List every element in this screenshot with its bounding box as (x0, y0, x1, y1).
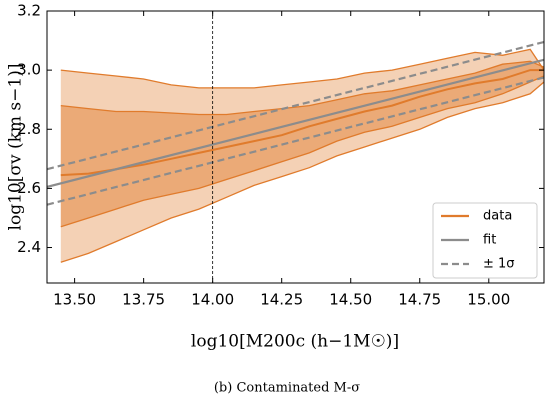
sigma-line (47, 76, 544, 206)
y-tick-label: 3.0 (17, 61, 41, 79)
band-edge (60, 60, 544, 116)
fit-line (47, 58, 544, 188)
x-tick-label: 13.50 (53, 291, 96, 309)
x-tick-label: 14.00 (191, 291, 234, 309)
legend-label: fit (483, 233, 496, 248)
y-tick-label: 3.2 (17, 2, 41, 20)
band-edge (60, 75, 544, 228)
x-tick-label: 14.50 (329, 291, 372, 309)
sigma-line (47, 40, 544, 171)
legend-label: data (483, 209, 512, 224)
x-axis-label: log10[M200c (h−1M☉)] (191, 332, 399, 352)
legend-label: ± 1σ (483, 257, 515, 272)
inner-band (60, 61, 544, 227)
band-edge (60, 48, 544, 89)
caption: (b) Contaminated M-σ (214, 381, 360, 396)
y-tick-label: 2.6 (17, 179, 41, 197)
legend-box (432, 202, 538, 279)
plot (47, 40, 544, 263)
outer-band (60, 49, 544, 263)
frame (46, 10, 545, 284)
median-line (60, 69, 544, 177)
y-tick-label: 2.4 (17, 238, 41, 256)
band-edge (60, 81, 544, 263)
x-tick-label: 15.00 (467, 291, 510, 309)
y-axis-label: log10[σv (km s−1)] (6, 64, 26, 231)
y-tick-label: 2.8 (17, 120, 41, 138)
x-tick-label: 14.25 (260, 291, 303, 309)
x-tick-label: 14.75 (398, 291, 441, 309)
x-tick-label: 13.75 (122, 291, 165, 309)
